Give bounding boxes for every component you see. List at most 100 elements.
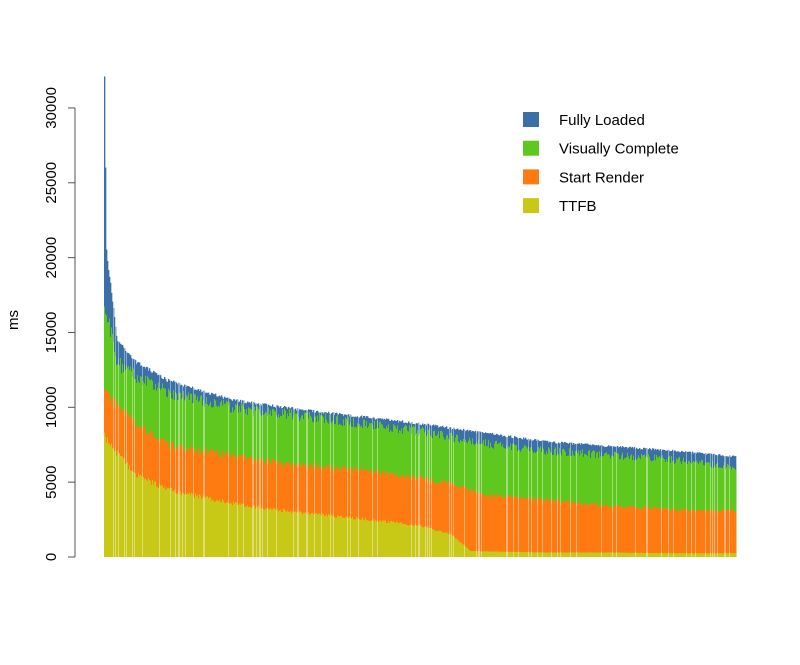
bar-start-render — [669, 510, 671, 557]
bar-start-render — [547, 499, 549, 557]
bar-start-render — [493, 494, 495, 557]
bar-start-render — [502, 494, 504, 557]
bar-ttfb — [236, 502, 238, 557]
bar-ttfb — [399, 522, 401, 557]
bar-ttfb — [407, 524, 409, 557]
bar-start-render — [273, 457, 275, 557]
bar-ttfb — [683, 553, 685, 557]
bar-visually-complete — [700, 462, 702, 557]
bar-gap — [260, 78, 261, 557]
bar-ttfb — [363, 519, 365, 557]
bar-ttfb — [600, 552, 602, 557]
bar-start-render — [281, 462, 283, 557]
bar-ttfb — [163, 488, 165, 557]
bar-gap — [293, 78, 294, 557]
bar-ttfb — [165, 489, 167, 557]
bar-ttfb — [521, 552, 523, 557]
bar-start-render — [512, 497, 514, 557]
bar-ttfb — [474, 551, 476, 557]
bar-ttfb — [234, 504, 236, 557]
bar-gap — [204, 78, 205, 557]
bar-gap — [228, 78, 229, 557]
bar-ttfb — [432, 529, 434, 557]
bar-ttfb — [696, 553, 698, 557]
bar-start-render — [381, 476, 383, 557]
bar-start-render — [504, 497, 506, 557]
bar-ttfb — [445, 532, 447, 557]
bar-start-render — [351, 467, 353, 557]
bar-start-render — [263, 461, 265, 557]
legend-label: TTFB — [559, 198, 597, 215]
bar-start-render — [353, 467, 355, 557]
bar-start-render — [664, 508, 666, 557]
bar-start-render — [509, 496, 511, 557]
bar-ttfb — [312, 512, 314, 557]
bar-ttfb — [636, 552, 638, 557]
bar-ttfb — [638, 552, 640, 557]
bar-gap — [182, 78, 183, 557]
bar-ttfb — [588, 552, 590, 557]
bar-start-render — [575, 504, 577, 557]
bar-ttfb — [195, 493, 197, 557]
y-axis-label: ms — [5, 310, 22, 330]
bar-gap — [695, 78, 696, 557]
bar-ttfb — [562, 552, 564, 557]
bar-ttfb — [496, 551, 498, 557]
bar-ttfb — [680, 553, 682, 557]
bar-ttfb — [502, 551, 504, 557]
bar-gap — [262, 78, 263, 557]
bar-start-render — [546, 498, 548, 557]
bar-start-render — [359, 470, 361, 557]
bar-ttfb — [409, 524, 411, 557]
bar-ttfb — [323, 513, 325, 557]
bar-ttfb — [351, 518, 353, 557]
bar-ttfb — [264, 509, 266, 557]
bar-start-render — [420, 476, 422, 557]
bar-ttfb — [224, 502, 226, 557]
bar-ttfb — [404, 523, 406, 557]
bar-start-render — [535, 498, 537, 557]
bar-start-render — [539, 497, 541, 557]
bar-ttfb — [603, 552, 605, 557]
bar-visually-complete — [631, 454, 633, 557]
bar-ttfb — [529, 552, 531, 557]
bar-ttfb — [385, 520, 387, 557]
bar-ttfb — [512, 551, 514, 557]
bar-ttfb — [572, 552, 574, 557]
bar-ttfb — [583, 552, 585, 557]
bar-ttfb — [466, 547, 468, 557]
bar-start-render — [699, 510, 701, 557]
bar-ttfb — [231, 503, 233, 557]
bar-start-render — [289, 461, 291, 557]
bar-ttfb — [368, 520, 370, 557]
bar-visually-complete — [654, 454, 656, 557]
bar-start-render — [606, 504, 608, 557]
bar-gap — [297, 78, 298, 557]
bar-ttfb — [328, 514, 330, 557]
bar-ttfb — [538, 552, 540, 557]
bar-start-render — [486, 494, 488, 557]
bar-ttfb — [674, 553, 676, 557]
bar-ttfb — [628, 552, 630, 557]
bar-start-render — [733, 509, 735, 557]
bar-visually-complete — [642, 455, 644, 557]
bar-ttfb — [359, 519, 361, 557]
bar-gap — [333, 78, 334, 557]
bar-start-render — [288, 463, 290, 557]
bar-ttfb — [522, 551, 524, 557]
bar-start-render — [370, 472, 372, 557]
bar-start-render — [690, 510, 692, 557]
bar-start-render — [723, 508, 725, 557]
bar-start-render — [561, 503, 563, 557]
bar-ttfb — [271, 509, 273, 557]
bar-start-render — [697, 511, 699, 557]
bar-ttfb — [643, 553, 645, 557]
legend-swatch — [523, 140, 539, 156]
bar-visually-complete — [588, 451, 590, 557]
bar-start-render — [295, 464, 297, 557]
bar-start-render — [491, 493, 493, 557]
bar-start-render — [618, 505, 620, 557]
bar-ttfb — [392, 521, 394, 557]
bar-ttfb — [201, 499, 203, 557]
bar-ttfb — [158, 487, 160, 557]
